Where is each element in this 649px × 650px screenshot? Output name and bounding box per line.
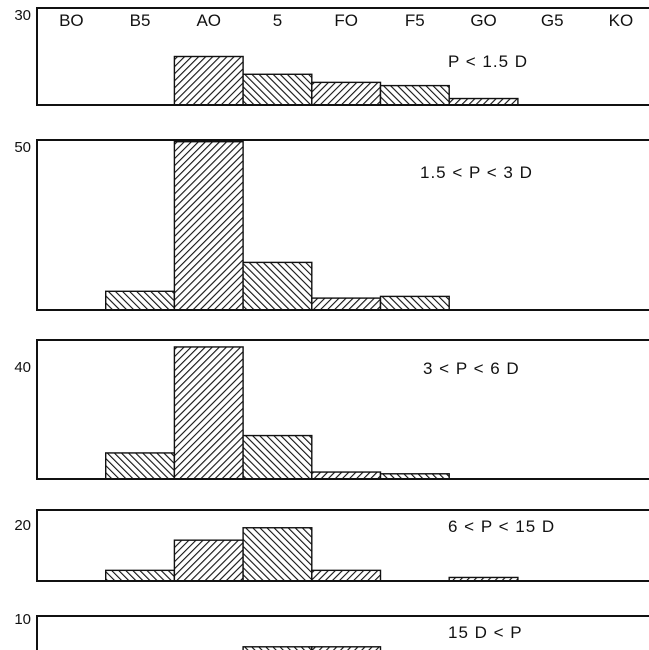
histogram-bar	[242, 646, 313, 650]
x-tick-label: AO	[196, 11, 221, 30]
histogram-bar	[104, 290, 176, 311]
histogram-bar	[311, 81, 382, 106]
histogram-bar	[379, 84, 450, 106]
y-max-label: 40	[14, 359, 31, 376]
x-tick-label: BO	[59, 11, 84, 30]
histogram-bar	[173, 55, 244, 106]
histogram-bar	[104, 452, 176, 480]
panel-period-label: 15 D < P	[448, 623, 523, 642]
histogram-bar	[242, 73, 313, 106]
panel-frame	[36, 509, 649, 582]
x-tick-label: G5	[541, 11, 564, 30]
histogram-bar	[173, 346, 244, 480]
y-max-label: 20	[14, 517, 31, 534]
histogram-bar	[242, 261, 313, 311]
histogram-bar	[311, 471, 382, 480]
x-tick-label: KO	[609, 11, 634, 30]
panel-frame	[36, 339, 649, 480]
histogram-panel: 40 3 < P < 6 D	[14, 339, 649, 480]
histogram-bar	[173, 140, 244, 311]
histogram-bar	[379, 295, 450, 311]
histogram-panel: 50 1.5 < P < 3 D	[14, 139, 649, 311]
y-max-label: 50	[14, 139, 31, 156]
x-tick-label: GO	[470, 11, 496, 30]
histogram-bar	[311, 569, 382, 582]
histogram-bar	[311, 646, 382, 650]
panel-frame	[36, 7, 649, 106]
histogram-panel: 20 6 < P < 15 D	[14, 509, 649, 582]
category-tick-labels: BO B5 AO 5 FO F5 GO G5 KO	[59, 11, 633, 30]
y-max-label: 10	[14, 611, 31, 628]
x-tick-label: 5	[273, 11, 282, 30]
panel-frame	[36, 139, 649, 311]
panel-period-label: P < 1.5 D	[448, 52, 528, 71]
histogram-bar	[242, 527, 313, 582]
x-tick-label: B5	[130, 11, 151, 30]
y-max-label: 30	[14, 7, 31, 24]
histogram-bar	[104, 569, 176, 582]
histogram-bar	[242, 434, 313, 480]
x-tick-label: F5	[405, 11, 425, 30]
histogram-panel: 30 P < 1.5 D	[14, 7, 649, 106]
panel-period-label: 1.5 < P < 3 D	[420, 163, 533, 182]
panel-frame	[36, 615, 649, 650]
panel-period-label: 6 < P < 15 D	[448, 517, 555, 536]
panel-period-label: 3 < P < 6 D	[423, 359, 520, 378]
x-tick-label: FO	[334, 11, 358, 30]
histogram-panel: 10 15 D < P	[14, 611, 649, 650]
histogram-bar	[173, 539, 244, 582]
histogram-bar	[311, 297, 382, 311]
